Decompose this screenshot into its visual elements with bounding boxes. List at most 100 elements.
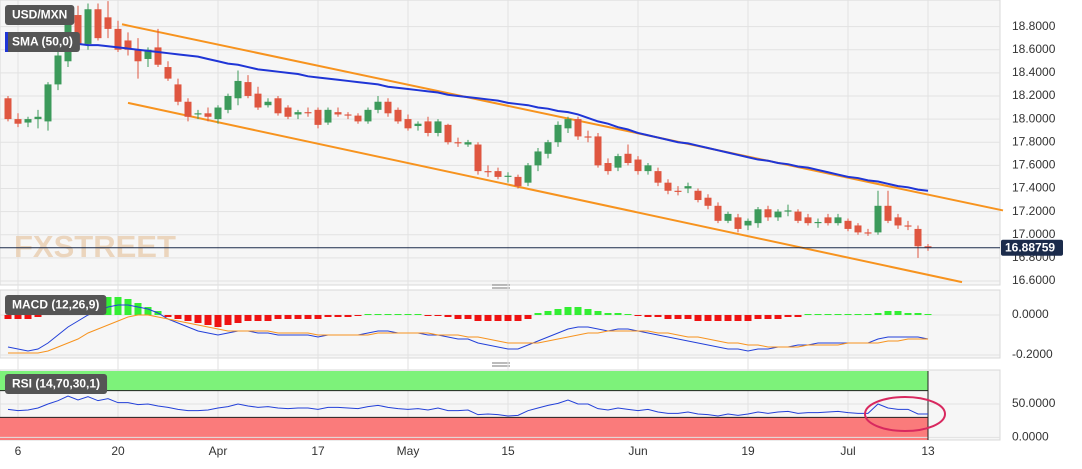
candle-body: [414, 123, 422, 127]
candle-body: [164, 67, 172, 79]
macd-bar: [134, 303, 142, 315]
candle-body: [294, 112, 302, 115]
macd-bar: [244, 315, 252, 321]
candle-body: [534, 151, 542, 166]
highlight-circle: [864, 396, 946, 432]
candle-body: [684, 186, 692, 189]
candle-body: [44, 84, 52, 122]
macd-bar: [864, 314, 872, 315]
macd-bar: [914, 313, 922, 315]
y-tick-label: 16.6000: [1012, 273, 1056, 287]
x-tick-label: 6: [15, 444, 22, 458]
macd-bar: [14, 315, 22, 319]
candle-body: [384, 101, 392, 114]
candle-body: [324, 109, 332, 123]
candle-body: [114, 28, 122, 50]
macd-bar: [674, 315, 682, 319]
candle-body: [584, 136, 592, 138]
candle-body: [664, 182, 672, 191]
candle-body: [404, 119, 412, 129]
candle-body: [874, 205, 882, 233]
candle-body: [544, 142, 552, 154]
candle-body: [734, 217, 742, 229]
candle-body: [504, 175, 512, 177]
candle-body: [564, 119, 572, 129]
candle-body: [904, 225, 912, 227]
macd-bar: [804, 314, 812, 315]
resize-grip[interactable]: [492, 284, 510, 289]
macd-bar: [634, 315, 642, 316]
candle-body: [464, 142, 472, 145]
candle-body: [754, 209, 762, 224]
macd-bar: [594, 311, 602, 315]
macd-bar: [254, 315, 262, 321]
macd-bar: [814, 314, 822, 315]
y-tick-label: -0.2000: [1012, 347, 1053, 361]
macd-bar: [754, 315, 762, 319]
macd-bar: [114, 297, 122, 315]
macd-bar: [894, 311, 902, 315]
macd-bar: [484, 315, 492, 321]
x-tick-label: May: [397, 444, 420, 458]
candle-body: [194, 113, 202, 115]
macd-panel: [0, 289, 1001, 359]
candle-body: [804, 217, 812, 224]
candle-body: [514, 176, 522, 187]
candle-body: [204, 113, 212, 117]
candle-body: [554, 124, 562, 143]
candle-body: [4, 98, 12, 120]
macd-bar: [314, 315, 322, 319]
macd-bar: [214, 315, 222, 327]
candle-body: [304, 112, 312, 114]
macd-bar: [574, 307, 582, 315]
macd-bar: [774, 315, 782, 319]
candle-body: [704, 197, 712, 206]
y-tick-label: 17.0000: [1012, 227, 1056, 241]
label-box: [5, 374, 108, 394]
sma-line: [8, 40, 929, 192]
macd-bar: [854, 314, 862, 315]
candle-body: [834, 217, 842, 224]
macd-bar: [524, 315, 532, 319]
macd-bar: [354, 315, 362, 316]
y-tick-label: 17.2000: [1012, 204, 1056, 218]
y-tick-label: 18.0000: [1012, 111, 1056, 125]
candle-body: [914, 228, 922, 247]
macd-bar: [744, 315, 752, 321]
macd-bar: [144, 307, 152, 315]
macd-bar: [404, 314, 412, 315]
macd-bar: [394, 314, 402, 315]
candle-body: [924, 246, 932, 248]
candle-body: [674, 190, 682, 192]
y-tick-label: 50.0000: [1012, 396, 1056, 410]
x-tick-label: 15: [501, 444, 515, 458]
candle-body: [694, 190, 702, 201]
macd-bar: [324, 315, 332, 317]
candle-body: [314, 109, 322, 125]
macd-bar: [384, 314, 392, 315]
watermark: FXSTREET: [14, 229, 176, 264]
candle-body: [424, 121, 432, 133]
candle-body: [494, 171, 502, 177]
macd-bar: [904, 313, 912, 315]
candle-body: [594, 136, 602, 166]
macd-bar: [584, 309, 592, 315]
candle-body: [614, 156, 622, 168]
candle-body: [854, 225, 862, 233]
candle-body: [714, 205, 722, 221]
macd-bar: [124, 299, 132, 315]
macd-bar: [344, 315, 352, 317]
macd-bar: [644, 315, 652, 317]
macd-bar: [564, 307, 572, 315]
candle-body: [84, 9, 92, 44]
resize-grip[interactable]: [492, 362, 510, 367]
y-tick-label: 18.4000: [1012, 65, 1056, 79]
macd-bar: [724, 315, 732, 321]
macd-bar: [694, 315, 702, 321]
macd-bar: [464, 315, 472, 319]
y-tick-label: 18.2000: [1012, 88, 1056, 102]
legend-swatch: [5, 32, 8, 52]
macd-bar: [34, 315, 42, 317]
macd-bar: [364, 314, 372, 315]
